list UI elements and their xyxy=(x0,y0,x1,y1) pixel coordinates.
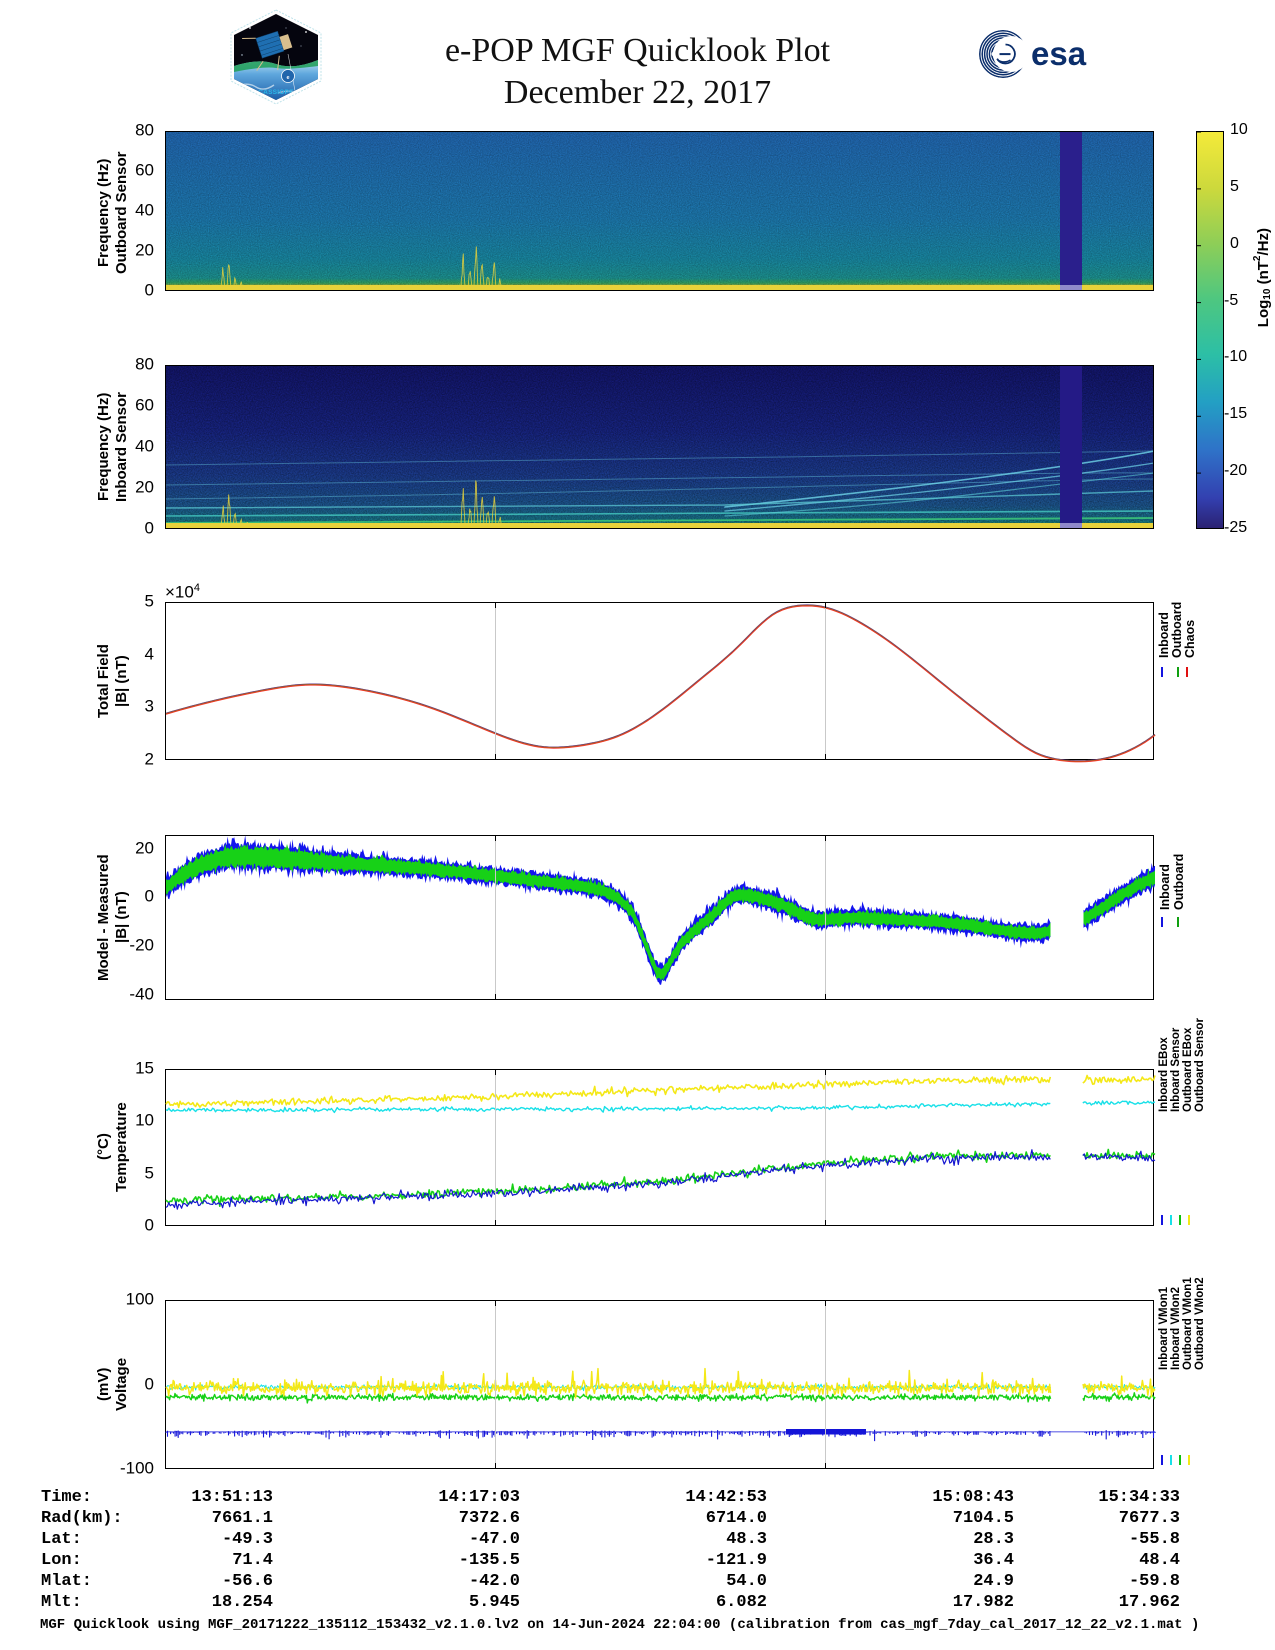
svg-text:esa: esa xyxy=(1031,35,1087,72)
